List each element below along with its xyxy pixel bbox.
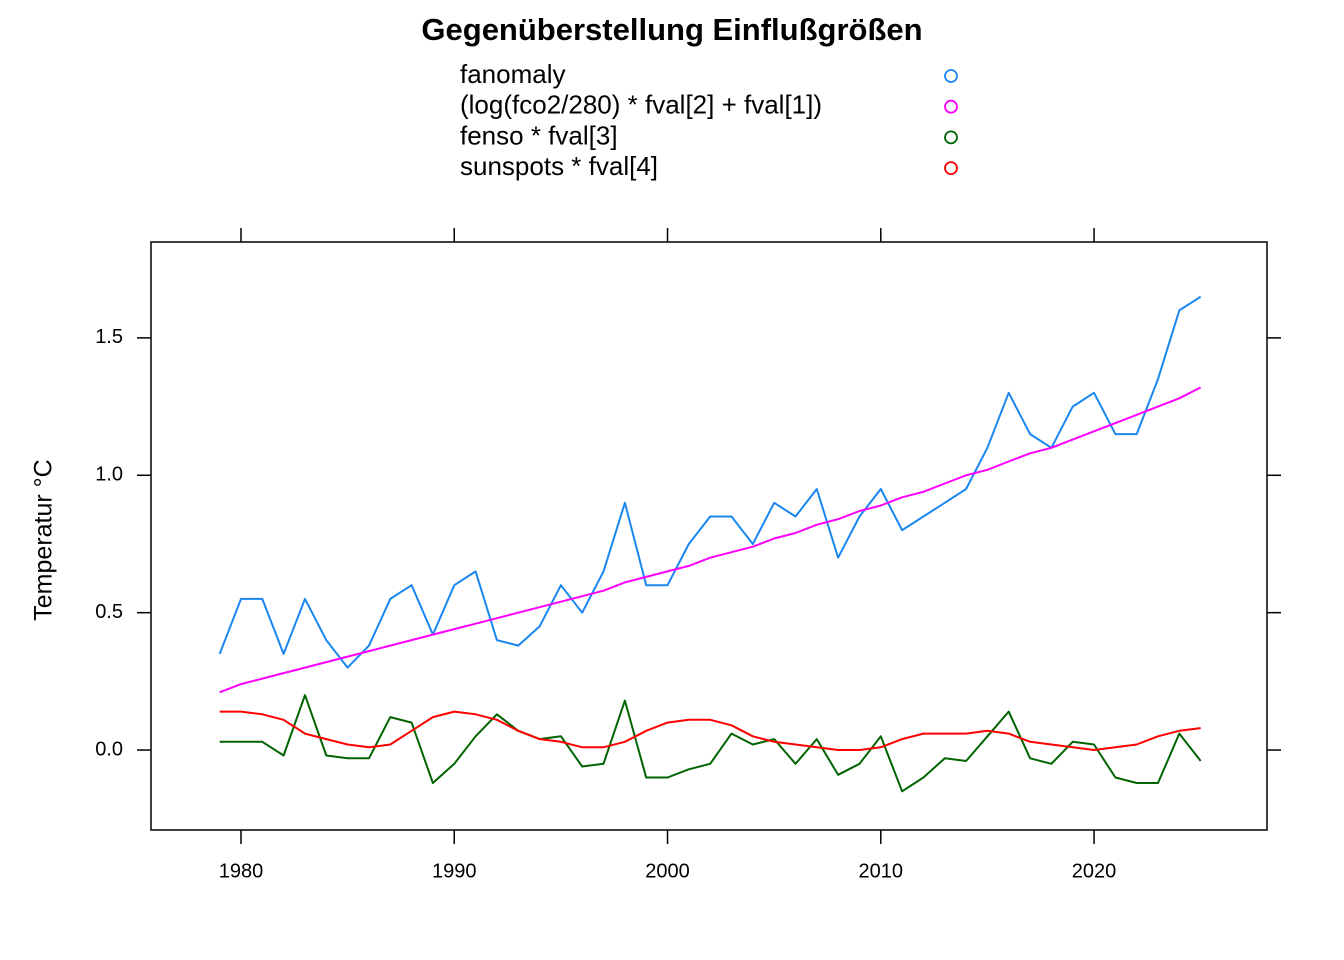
legend-label: fenso * fval[3] (460, 120, 618, 150)
x-tick-label: 1980 (219, 860, 264, 882)
y-tick-label: 0.5 (95, 601, 123, 623)
legend-marker (944, 69, 958, 83)
legend-marker (944, 130, 958, 145)
series-line (219, 710, 1201, 751)
x-tick-label: 2000 (645, 860, 690, 882)
x-tick-label: 1990 (432, 860, 477, 882)
plot-frame (150, 241, 1268, 831)
x-tick-label: 2020 (1072, 860, 1117, 882)
legend-marker (944, 99, 958, 114)
y-tick-label: 1.0 (95, 464, 123, 486)
series-line (218, 295, 1202, 669)
y-tick-label: 0.0 (95, 738, 123, 760)
x-tick-label: 2010 (859, 860, 904, 882)
series-line (219, 694, 1202, 793)
legend-marker (944, 161, 958, 176)
y-tick-label: 1.5 (95, 326, 123, 348)
chart-title: Gegenüberstellung Einflußgrößen (421, 12, 922, 47)
legend-label: (log(fco2/280) * fval[2] + fval[1]) (460, 90, 822, 120)
series-line (219, 386, 1202, 694)
y-axis-label: Temperatur °C (30, 459, 58, 620)
legend-label: sunspots * fval[4] (460, 151, 658, 181)
legend-label: fanomaly (460, 59, 566, 89)
